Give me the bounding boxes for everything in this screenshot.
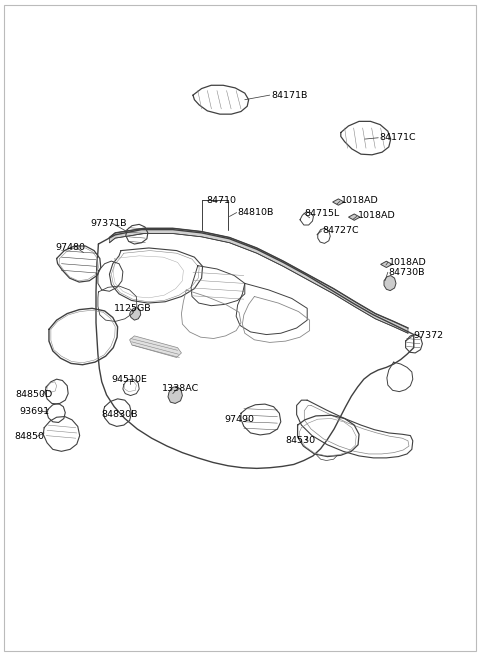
Text: 1018AD: 1018AD (341, 195, 379, 205)
Text: 84710: 84710 (206, 195, 236, 205)
Text: 93691: 93691 (19, 407, 49, 416)
Text: 84810B: 84810B (238, 208, 274, 217)
Text: 1125GB: 1125GB (114, 304, 152, 313)
Text: 94510E: 94510E (111, 375, 147, 384)
Polygon shape (333, 199, 344, 205)
Text: 84850: 84850 (14, 432, 44, 441)
Text: 84171B: 84171B (271, 91, 308, 100)
Polygon shape (168, 386, 182, 403)
Polygon shape (384, 276, 396, 291)
Text: 97372: 97372 (414, 331, 444, 340)
Text: 84850D: 84850D (15, 390, 53, 400)
Polygon shape (348, 214, 360, 220)
Polygon shape (109, 228, 408, 333)
Text: 84171C: 84171C (379, 133, 416, 142)
Text: 84730B: 84730B (389, 268, 425, 277)
Polygon shape (130, 336, 181, 358)
Text: 84530: 84530 (286, 436, 316, 445)
Polygon shape (381, 261, 392, 268)
Text: 97490: 97490 (225, 415, 254, 424)
Text: 97480: 97480 (55, 243, 85, 253)
Text: 1018AD: 1018AD (389, 258, 427, 267)
Text: 84830B: 84830B (102, 410, 138, 419)
Text: 1018AD: 1018AD (358, 211, 396, 220)
Text: 84715L: 84715L (305, 209, 340, 218)
Polygon shape (130, 308, 141, 320)
Text: 84727C: 84727C (323, 226, 359, 236)
Text: 97371B: 97371B (90, 218, 127, 228)
Text: 1338AC: 1338AC (162, 384, 200, 393)
